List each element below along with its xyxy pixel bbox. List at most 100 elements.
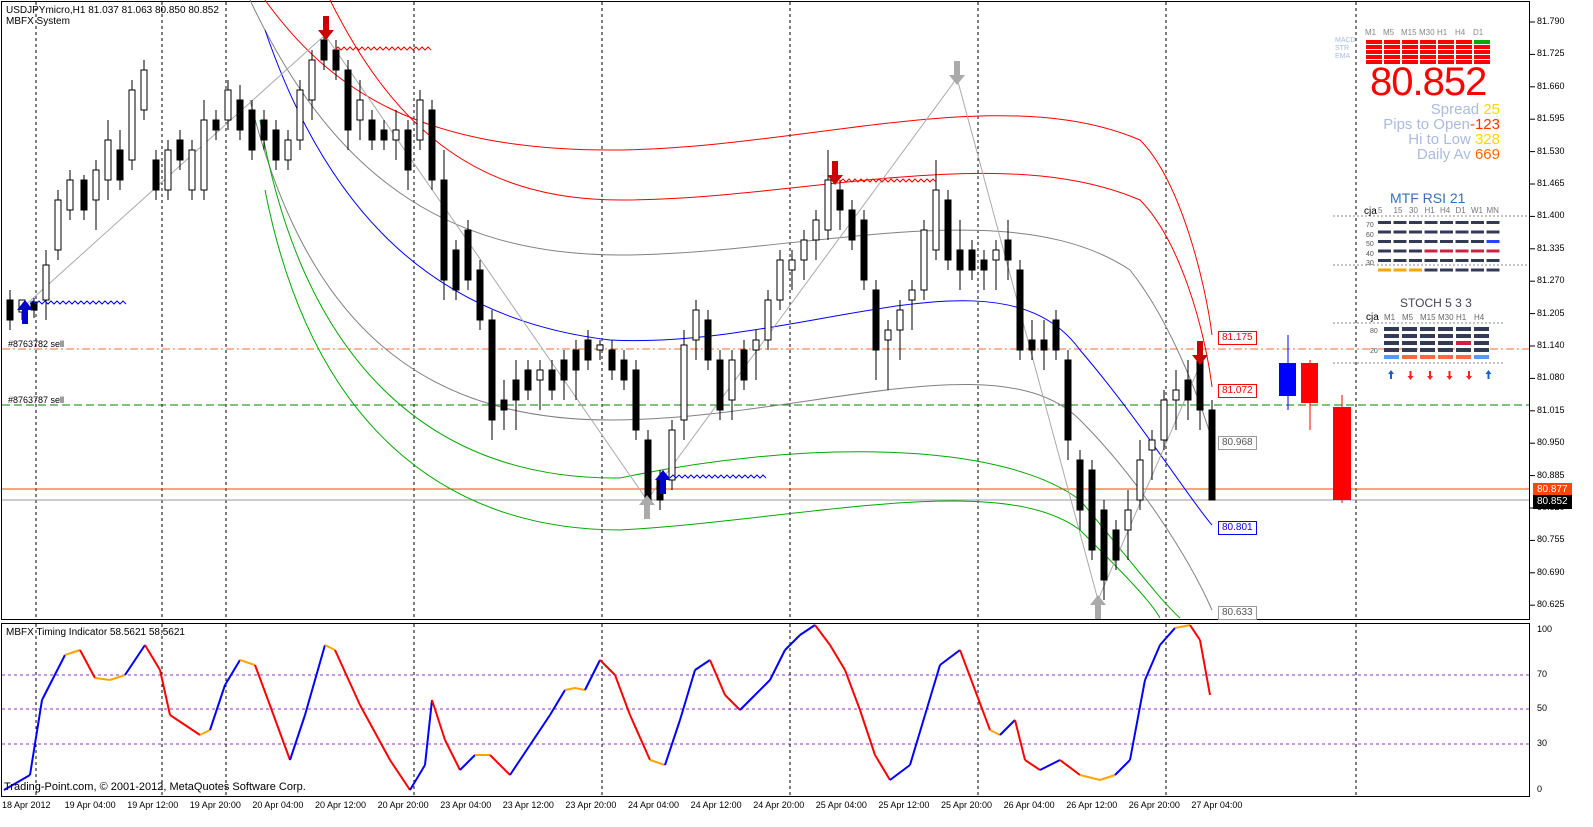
timing-indicator-segment: [324, 644, 336, 651]
candle-body: [1052, 319, 1060, 351]
dashboard-price: 80.852: [1370, 60, 1487, 104]
time-axis-label: 20 Apr 20:00: [377, 800, 429, 810]
timing-indicator-segment: [1159, 627, 1176, 646]
candle-body: [6, 299, 14, 321]
stoch-title: STOCH 5 3 3: [1400, 296, 1472, 310]
timing-indicator-segment: [94, 677, 111, 681]
candle-body: [932, 189, 940, 251]
stoch-cell: [1384, 341, 1399, 345]
candle-body: [1160, 399, 1168, 441]
candle-body: [428, 109, 436, 181]
candle-body: [260, 119, 268, 141]
price-axis-label: 80.950: [1537, 437, 1565, 448]
stoch-timeframe-label: M30: [1438, 313, 1454, 322]
dashboard-signal-block: [1384, 40, 1400, 44]
candle-body: [524, 369, 532, 391]
timing-indicator-segment: [739, 694, 756, 711]
stoch-arrow-up-icon: [1388, 370, 1394, 379]
candle-body: [272, 129, 280, 161]
rsi-cell: [1393, 249, 1407, 253]
dashboard-signal-block: [1366, 40, 1382, 44]
timing-indicator-segment: [124, 644, 146, 676]
timing-indicator-segment: [649, 759, 666, 766]
rsi-level-label: 50: [1366, 241, 1374, 248]
candle-body: [812, 219, 820, 241]
timing-indicator-segment: [999, 719, 1016, 736]
sell-signal-arrow-icon: [827, 161, 843, 185]
candle-body: [896, 309, 904, 331]
timing-indicator-segment: [3, 774, 31, 791]
rsi-cell: [1424, 221, 1438, 224]
timing-level-label: 0: [1537, 784, 1543, 794]
dashboard-signal-block: [1474, 40, 1490, 44]
dashboard-signal-block: [1402, 50, 1418, 54]
rsi-cell: [1440, 268, 1453, 272]
order-label-1[interactable]: #8763782 sell: [8, 339, 65, 349]
candle-body: [308, 59, 316, 101]
timing-indicator-segment: [959, 649, 976, 691]
price-axis-label: 81.270: [1537, 275, 1565, 286]
stoch-cell: [1474, 327, 1489, 331]
zigzag-bottom-arrow-icon: [1090, 595, 1106, 619]
timing-indicator-segment: [924, 664, 941, 716]
candle-body: [608, 349, 616, 371]
timing-indicator-segment: [664, 719, 681, 766]
timing-indicator-segment: [224, 659, 241, 686]
candle-body: [956, 249, 964, 271]
lower-band-1: [259, 119, 1181, 619]
timing-indicator-segment: [599, 659, 616, 676]
projection-candle-blue: [1279, 363, 1296, 396]
stoch-cell: [1438, 334, 1453, 338]
timing-indicator-segment: [799, 624, 816, 636]
candle-body: [596, 344, 604, 351]
stoch-cell: [1438, 348, 1453, 352]
candle-body: [752, 339, 760, 351]
time-axis-label: 23 Apr 04:00: [440, 800, 492, 810]
spread-row: Spread 25: [1370, 102, 1500, 118]
buy-signal-arrow-icon: [655, 470, 671, 494]
timing-indicator-segment: [584, 659, 601, 691]
rsi-cell: [1455, 240, 1469, 243]
timing-indicator-segment: [304, 644, 326, 716]
projection-candle-red: [1333, 407, 1351, 500]
timing-indicator-segment: [289, 714, 306, 761]
timing-indicator-segment: [254, 664, 269, 701]
timing-indicator-segment: [334, 649, 361, 706]
order-label-2[interactable]: #8763787 sell: [8, 395, 65, 405]
dashboard-signal-block: [1420, 45, 1436, 49]
dashboard-row-label: EMA: [1335, 53, 1351, 60]
timing-indicator-segment: [109, 674, 126, 681]
time-axis-label: 26 Apr 12:00: [1066, 800, 1118, 810]
rsi-cell: [1471, 230, 1484, 234]
rsi-cell: [1471, 240, 1484, 243]
rsi-cell: [1440, 230, 1453, 234]
candle-body: [224, 89, 232, 121]
stoch-timeframe-label: H4: [1474, 313, 1485, 322]
candle-body: [716, 359, 724, 411]
zigzag-bottom-arrow-icon: [639, 495, 655, 519]
dashboard-signal-block: [1420, 60, 1436, 64]
dashboard-timeframe-label: H1: [1437, 28, 1448, 37]
timing-indicator-segment: [431, 699, 446, 741]
candle-body: [500, 399, 508, 411]
rsi-timeframe-label: 15: [1393, 206, 1403, 215]
candle-body: [92, 169, 100, 201]
timing-indicator-segment: [1129, 679, 1146, 761]
stoch-owner: cja: [1366, 312, 1379, 323]
candle-body: [548, 369, 556, 391]
candle-body: [42, 264, 50, 301]
timing-indicator-segment: [1024, 759, 1041, 771]
candle-body: [1196, 359, 1204, 411]
dashboard-timeframe-label: M15: [1401, 28, 1417, 37]
timing-indicator-segment: [614, 674, 631, 716]
candle-body: [560, 359, 568, 381]
timing-indicator-segment: [1199, 639, 1211, 696]
time-axis-label: 24 Apr 20:00: [753, 800, 805, 810]
candle-body: [128, 89, 136, 161]
time-axis-label: 23 Apr 20:00: [565, 800, 617, 810]
dashboard-signal-block: [1420, 55, 1436, 59]
symbol-info: USDJPYmicro,H1 81.037 81.063 80.850 80.8…: [6, 5, 219, 16]
stoch-cell: [1420, 334, 1435, 338]
stoch-cell: [1456, 341, 1471, 345]
